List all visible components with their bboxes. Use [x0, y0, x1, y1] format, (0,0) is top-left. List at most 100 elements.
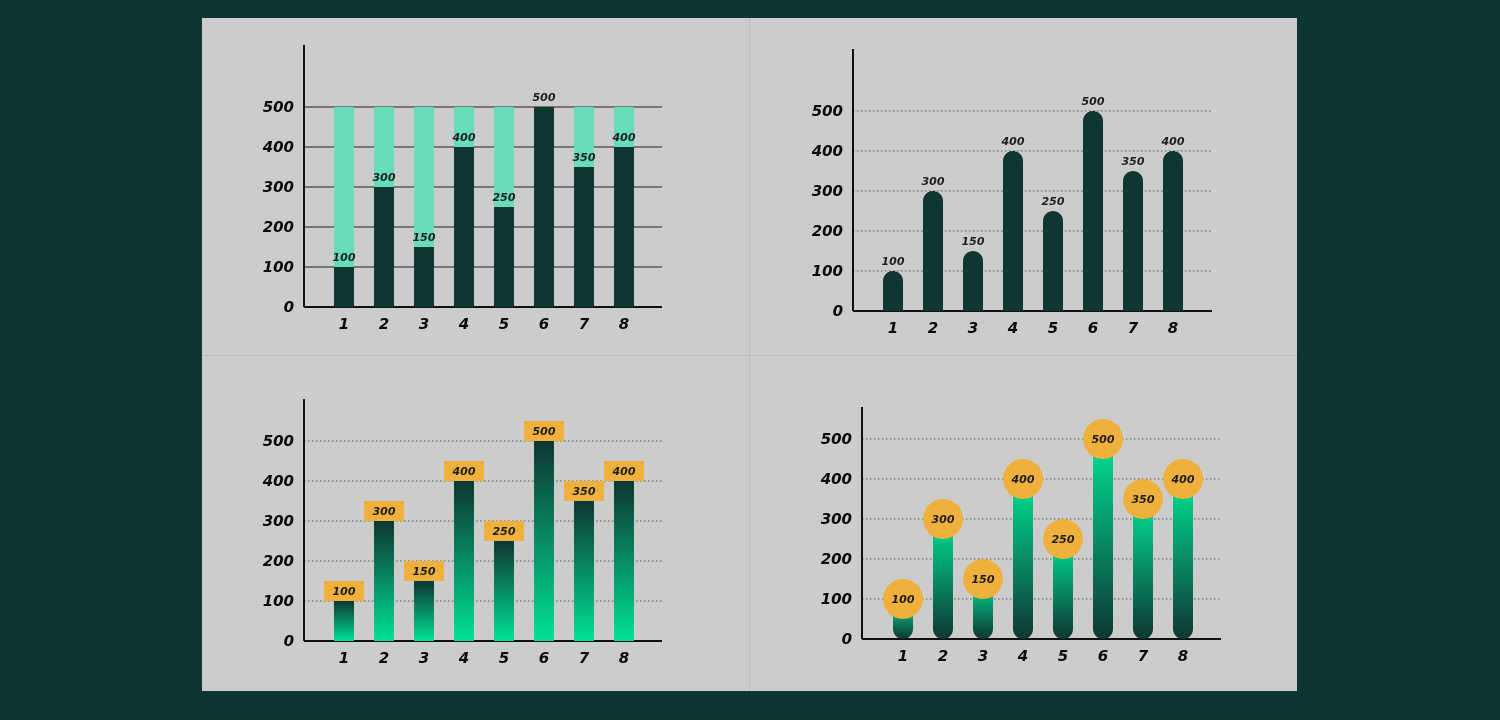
bar: [1083, 111, 1103, 311]
x-tick-label: 4: [1017, 647, 1028, 665]
x-tick-label: 5: [499, 315, 509, 333]
data-label-tag: [604, 461, 644, 481]
data-label-badge: [923, 499, 963, 539]
bar: [614, 147, 634, 307]
x-tick-label: 1: [888, 319, 898, 337]
x-tick-label: 6: [1088, 319, 1098, 337]
chart-board: 0 100 200 300 400 500 1 100 2 300 3 150 4 400 5 250 6 500…: [202, 18, 1297, 691]
x-tick-label: 7: [1128, 319, 1139, 337]
x-tick-label: 5: [1048, 319, 1058, 337]
data-label: 500: [1092, 433, 1115, 446]
x-tick-label: 2: [938, 647, 948, 665]
bar: [374, 187, 394, 307]
data-label: 300: [922, 175, 945, 188]
bar: [574, 501, 594, 641]
data-label: 400: [612, 131, 636, 144]
bar-remainder: [574, 107, 594, 167]
data-label-tag: [364, 501, 404, 521]
bar-remainder: [454, 107, 474, 147]
y-tick-label: 400: [262, 472, 294, 490]
bar: [1043, 211, 1063, 311]
y-tick-label: 400: [820, 470, 852, 488]
data-label: 250: [1042, 195, 1065, 208]
data-label: 350: [573, 151, 596, 164]
bar: [1133, 499, 1153, 639]
data-label: 500: [533, 91, 556, 104]
data-label: 250: [1052, 533, 1075, 546]
bar: [1163, 151, 1183, 311]
data-label: 400: [1161, 135, 1185, 148]
data-label: 150: [413, 565, 436, 578]
bar: [334, 601, 354, 641]
y-tick-label: 300: [821, 510, 852, 528]
x-tick-label: 7: [579, 649, 590, 667]
bar: [1003, 151, 1023, 311]
data-label-tag: [524, 421, 564, 441]
data-label-tag: [564, 481, 604, 501]
x-tick-label: 1: [339, 315, 349, 333]
x-tick-label: 4: [458, 649, 469, 667]
data-label-tag: [324, 581, 364, 601]
bar-remainder: [614, 107, 634, 147]
bar-remainder: [414, 107, 434, 247]
x-tick-label: 5: [1058, 647, 1068, 665]
data-label: 100: [882, 255, 905, 268]
data-label: 100: [333, 251, 356, 264]
data-label-badge: [1123, 479, 1163, 519]
data-label: 400: [452, 131, 476, 144]
x-tick-label: 6: [539, 315, 549, 333]
data-label: 350: [1122, 155, 1145, 168]
bar: [334, 267, 354, 307]
bar: [1173, 479, 1193, 639]
data-label-badge: [963, 559, 1003, 599]
x-tick-label: 8: [619, 649, 629, 667]
y-tick-label: 0: [284, 632, 294, 650]
y-tick-label: 200: [263, 218, 294, 236]
x-tick-label: 2: [928, 319, 938, 337]
x-tick-label: 4: [458, 315, 469, 333]
bar: [374, 521, 394, 641]
bar: [414, 581, 434, 641]
bar: [1093, 439, 1113, 639]
data-label: 150: [972, 573, 995, 586]
x-tick-label: 7: [1138, 647, 1149, 665]
y-tick-label: 200: [263, 552, 294, 570]
y-tick-label: 300: [263, 178, 294, 196]
data-label: 250: [493, 191, 516, 204]
y-tick-label: 0: [842, 630, 852, 648]
chart-stacked-progress: 0 100 200 300 400 500 1 100 2 300 3 150 4 400 5 250 6 500…: [202, 18, 749, 355]
y-tick-label: 400: [262, 138, 294, 156]
data-label-badge: [1163, 459, 1203, 499]
bar-remainder: [374, 107, 394, 187]
data-label-badge: [883, 579, 923, 619]
horizontal-divider: [202, 355, 1297, 356]
y-tick-label: 300: [812, 182, 843, 200]
y-tick-label: 200: [812, 222, 843, 240]
x-tick-label: 1: [898, 647, 908, 665]
x-tick-label: 3: [978, 647, 988, 665]
y-tick-label: 300: [263, 512, 294, 530]
bar: [574, 167, 594, 307]
chart-gradient-circle-bars: 0 100 200 300 400 500 1 100 2 300 3 150 4 400 5 250 6 500…: [750, 356, 1297, 691]
data-label: 100: [333, 585, 356, 598]
y-tick-label: 400: [811, 142, 843, 160]
data-label-badge: [1043, 519, 1083, 559]
y-tick-label: 200: [821, 550, 852, 568]
data-label: 400: [1011, 473, 1035, 486]
y-tick-label: 0: [284, 298, 294, 316]
bar: [614, 481, 634, 641]
x-tick-label: 2: [379, 315, 389, 333]
data-label: 500: [533, 425, 556, 438]
data-label: 400: [1171, 473, 1195, 486]
data-label: 400: [1001, 135, 1025, 148]
bar: [883, 271, 903, 311]
data-label: 300: [932, 513, 955, 526]
y-tick-label: 500: [263, 432, 294, 450]
data-label: 500: [1082, 95, 1105, 108]
y-tick-label: 0: [833, 302, 843, 320]
data-label-tag: [484, 521, 524, 541]
y-tick-label: 500: [263, 98, 294, 116]
bar: [1053, 539, 1073, 639]
data-label: 400: [612, 465, 636, 478]
bar: [414, 247, 434, 307]
